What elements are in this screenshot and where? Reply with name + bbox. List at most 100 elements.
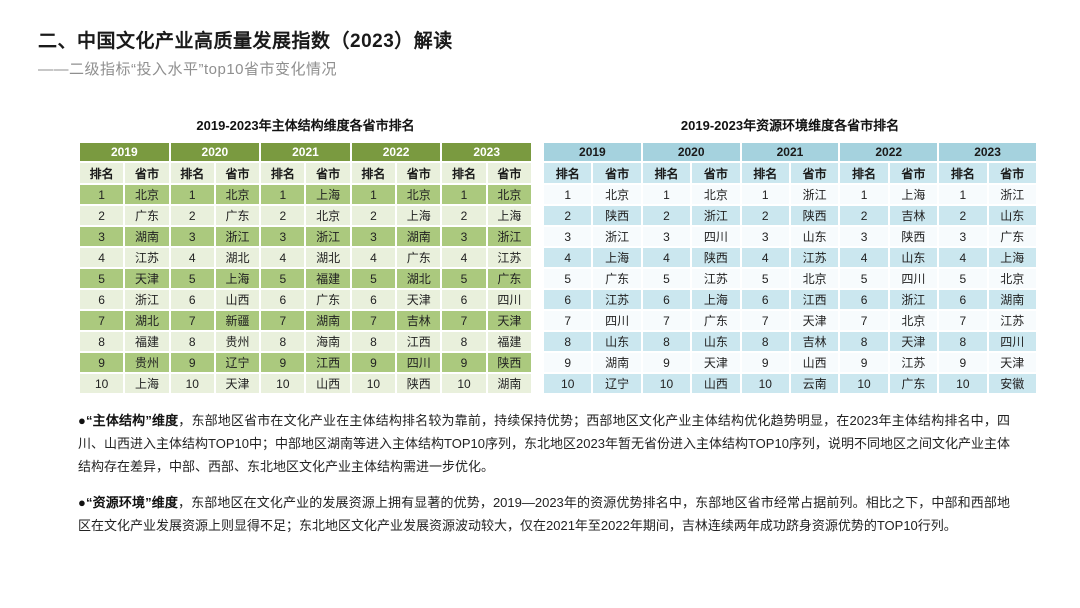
- slide-header: 二、中国文化产业高质量发展指数（2023）解读 ——二级指标“投入水平”top1…: [0, 0, 1080, 79]
- province-cell: 江苏: [591, 288, 643, 311]
- rank-column-header: 排名: [640, 161, 693, 185]
- rank-cell: 4: [349, 246, 398, 269]
- province-cell: 陕西: [690, 246, 742, 269]
- rank-cell: 2: [739, 204, 791, 227]
- rank-cell: 7: [937, 309, 989, 332]
- province-cell: 陕西: [395, 372, 443, 395]
- rank-cell: 4: [739, 246, 791, 269]
- province-cell: 浙江: [690, 204, 742, 227]
- table-row: 10 辽宁 10 山西 10 云南 10 广东 10 安徽: [541, 372, 1039, 395]
- rank-cell: 8: [168, 330, 216, 353]
- province-cell: 浙江: [123, 288, 171, 311]
- province-cell: 江苏: [788, 246, 841, 269]
- province-cell: 山西: [690, 372, 742, 395]
- province-cell: 浙江: [788, 183, 841, 206]
- province-cell: 天津: [986, 351, 1039, 374]
- rank-cell: 8: [640, 330, 693, 353]
- table-row: 1 北京 1 北京 1 上海 1 北京 1 北京: [77, 183, 534, 206]
- province-cell: 北京: [788, 267, 841, 290]
- left-table-title: 2019-2023年主体结构维度各省市排名: [196, 118, 415, 133]
- rank-cell: 3: [541, 225, 594, 248]
- rank-cell: 4: [440, 246, 488, 269]
- rank-cell: 8: [541, 330, 594, 353]
- province-cell: 山东: [986, 204, 1039, 227]
- province-cell: 福建: [485, 330, 534, 353]
- rank-cell: 9: [541, 351, 594, 374]
- rank-cell: 6: [349, 288, 398, 311]
- province-cell: 上海: [123, 372, 171, 395]
- rank-cell: 10: [640, 372, 693, 395]
- province-cell: 北京: [395, 183, 443, 206]
- rank-cell: 10: [349, 372, 398, 395]
- rank-cell: 9: [349, 351, 398, 374]
- rank-cell: 2: [937, 204, 989, 227]
- province-cell: 天津: [213, 372, 262, 395]
- rank-cell: 5: [640, 267, 693, 290]
- province-cell: 北京: [213, 183, 262, 206]
- rank-cell: 10: [77, 372, 126, 395]
- province-cell: 辽宁: [213, 351, 262, 374]
- province-column-header: 省市: [213, 161, 262, 185]
- province-cell: 北京: [123, 183, 171, 206]
- province-cell: 湖南: [986, 288, 1039, 311]
- province-cell: 北京: [485, 183, 534, 206]
- province-cell: 江西: [788, 288, 841, 311]
- province-cell: 四川: [485, 288, 534, 311]
- province-column-header: 省市: [591, 161, 643, 185]
- rank-cell: 2: [168, 204, 216, 227]
- province-cell: 天津: [485, 309, 534, 332]
- rank-column-header: 排名: [739, 161, 791, 185]
- rank-cell: 1: [640, 183, 693, 206]
- rank-column-header: 排名: [937, 161, 989, 185]
- analysis-lead-structure: ●“主体结构”维度: [78, 413, 179, 428]
- province-cell: 贵州: [123, 351, 171, 374]
- analysis-text-resource: ，东部地区在文化产业的发展资源上拥有显著的优势，2019—2023年的资源优势排…: [78, 495, 1010, 533]
- province-cell: 天津: [887, 330, 940, 353]
- province-cell: 广东: [591, 267, 643, 290]
- rank-cell: 10: [937, 372, 989, 395]
- rank-cell: 1: [440, 183, 488, 206]
- province-cell: 山西: [304, 372, 352, 395]
- province-cell: 四川: [395, 351, 443, 374]
- rank-cell: 9: [259, 351, 307, 374]
- table-row: 3 湖南 3 浙江 3 浙江 3 湖南 3 浙江: [77, 225, 534, 248]
- province-cell: 山西: [213, 288, 262, 311]
- province-column-header: 省市: [986, 161, 1039, 185]
- rank-cell: 1: [349, 183, 398, 206]
- province-column-header: 省市: [395, 161, 443, 185]
- rank-cell: 6: [77, 288, 126, 311]
- province-cell: 江苏: [887, 351, 940, 374]
- province-cell: 四川: [887, 267, 940, 290]
- page-title: 二、中国文化产业高质量发展指数（2023）解读: [38, 31, 453, 52]
- table-row: 9 湖南 9 天津 9 山西 9 江苏 9 天津: [541, 351, 1039, 374]
- province-cell: 山东: [788, 225, 841, 248]
- analysis-section: ●“主体结构”维度，东部地区省市在文化产业在主体结构排名较为靠前，持续保持优势；…: [78, 409, 1010, 537]
- rank-cell: 2: [77, 204, 126, 227]
- rank-cell: 3: [77, 225, 126, 248]
- province-cell: 湖南: [395, 225, 443, 248]
- rank-cell: 3: [838, 225, 890, 248]
- structure-dimension-panel: 2019-2023年主体结构维度各省市排名 2019 2020 2021 2022 20…: [77, 115, 534, 395]
- rank-cell: 10: [168, 372, 216, 395]
- year-header: 2023: [440, 141, 533, 163]
- province-cell: 广东: [395, 246, 443, 269]
- province-cell: 福建: [123, 330, 171, 353]
- rank-cell: 7: [168, 309, 216, 332]
- province-cell: 山东: [690, 330, 742, 353]
- rank-cell: 8: [259, 330, 307, 353]
- table-row: 3 浙江 3 四川 3 山东 3 陕西 3 广东: [541, 225, 1039, 248]
- rank-cell: 5: [440, 267, 488, 290]
- province-cell: 上海: [591, 246, 643, 269]
- province-column-header: 省市: [304, 161, 352, 185]
- rank-cell: 1: [168, 183, 216, 206]
- rank-cell: 7: [440, 309, 488, 332]
- province-column-header: 省市: [887, 161, 940, 185]
- rank-cell: 7: [259, 309, 307, 332]
- tables-row: 2019-2023年主体结构维度各省市排名 2019 2020 2021 2022 20…: [77, 115, 1080, 395]
- rank-cell: 8: [440, 330, 488, 353]
- rank-cell: 4: [168, 246, 216, 269]
- province-cell: 北京: [887, 309, 940, 332]
- right-table-title: 2019-2023年资源环境维度各省市排名: [680, 118, 900, 133]
- rank-cell: 7: [739, 309, 791, 332]
